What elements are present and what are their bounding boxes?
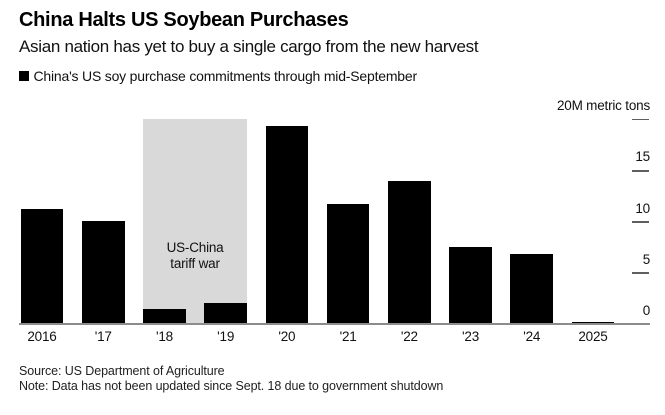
tariff-war-highlight-band <box>142 119 248 324</box>
chart-title: China Halts US Soybean Purchases <box>19 9 349 31</box>
x-tick-label-2025: 2025 <box>578 328 608 344</box>
y-tick-dash-10 <box>631 221 649 223</box>
bar-24 <box>510 253 554 324</box>
x-tick-label-20: '20 <box>278 328 296 344</box>
y-tick-label-10: 10 <box>635 200 650 216</box>
bar-20 <box>265 125 309 324</box>
bar-2016 <box>20 208 64 324</box>
y-tick-label-5: 5 <box>642 251 651 267</box>
y-tick-dash-15 <box>631 169 649 172</box>
x-axis-baseline <box>19 322 650 325</box>
x-tick-label-17: '17 <box>94 328 112 344</box>
x-tick-label-23: '23 <box>462 328 480 344</box>
x-tick-label-22: '22 <box>400 328 418 344</box>
y-tick-label-15: 15 <box>635 149 650 165</box>
legend: China's US soy purchase commitments thro… <box>19 68 417 84</box>
bar-17 <box>81 221 125 324</box>
y-tick-label-0: 0 <box>642 303 651 318</box>
legend-label: China's US soy purchase commitments thro… <box>33 68 418 84</box>
x-tick-label-21: '21 <box>339 328 357 344</box>
source-text: Source: US Department of Agriculture <box>19 364 225 378</box>
x-tick-label-2016: 2016 <box>27 328 57 344</box>
annotation-line-2: tariff war <box>170 255 220 271</box>
tariff-war-annotation: US-China tariff war <box>143 240 248 271</box>
chart-subtitle: Asian nation has yet to buy a single car… <box>19 37 479 56</box>
x-tick-label-18: '18 <box>155 328 173 344</box>
y-tick-dash-5 <box>631 272 649 274</box>
footer: Source: US Department of Agriculture Not… <box>19 364 443 394</box>
x-tick-label-19: '19 <box>217 328 235 344</box>
note-text: Note: Data has not been updated since Se… <box>19 378 444 393</box>
annotation-line-1: US-China <box>166 240 224 255</box>
legend-swatch <box>19 71 29 81</box>
bar-21 <box>326 203 370 324</box>
y-tick-label-20: 20M metric tons <box>556 98 650 114</box>
bar-18 <box>143 309 186 324</box>
bar-23 <box>449 246 492 324</box>
bar-22 <box>388 181 431 324</box>
bar-19 <box>204 303 247 324</box>
y-tick-dash-20 <box>631 118 649 121</box>
x-tick-label-24: '24 <box>523 328 541 344</box>
